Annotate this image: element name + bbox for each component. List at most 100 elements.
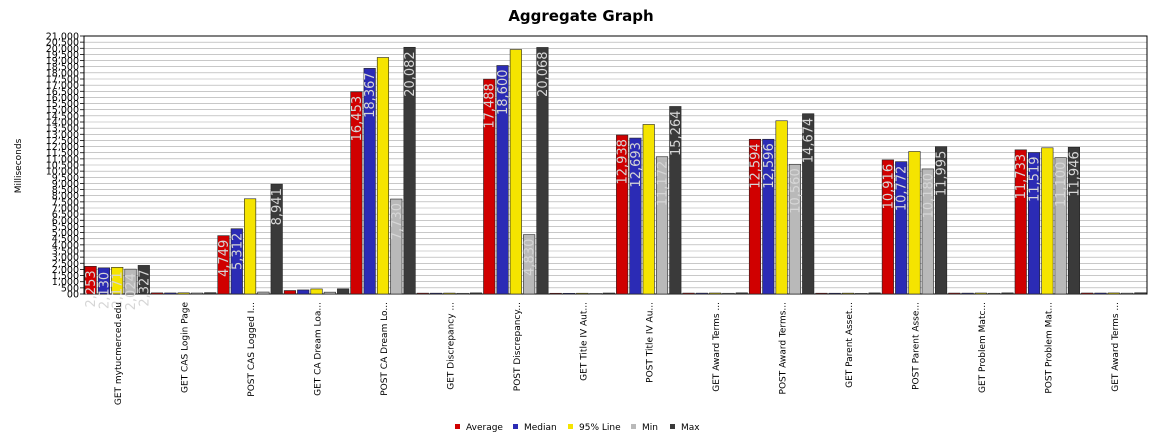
bar xyxy=(523,234,536,295)
x-tick-label: POST Discrepancy... xyxy=(513,302,523,391)
bar xyxy=(363,68,376,295)
bar xyxy=(323,291,336,295)
bar-value-label: 11,172 xyxy=(656,161,671,207)
bar xyxy=(244,198,257,295)
legend: Average Median 95% Line Min Max xyxy=(455,423,700,433)
y-tick-label: 4,000 xyxy=(52,240,79,251)
bar-value-label: 16,453 xyxy=(350,96,365,142)
bar-value-label: 17,488 xyxy=(483,83,498,129)
bar xyxy=(97,267,110,295)
bar xyxy=(576,292,589,295)
y-tick-label: 11,500 xyxy=(46,148,79,159)
bar xyxy=(655,156,669,295)
bar xyxy=(881,159,894,295)
bar xyxy=(1054,157,1067,295)
bar xyxy=(1001,292,1014,295)
bar-value-label: 11,519 xyxy=(1028,156,1043,202)
y-tick-label: 8,500 xyxy=(52,185,79,196)
bar xyxy=(283,290,296,295)
legend-label: Max xyxy=(681,423,700,433)
bar xyxy=(974,292,987,295)
y-tick-label: 5,500 xyxy=(52,222,79,233)
bar xyxy=(748,138,762,295)
y-tick-label: 11,000 xyxy=(46,154,79,165)
y-tick-label: 3,500 xyxy=(52,247,79,258)
bar xyxy=(177,292,190,295)
y-tick-label: 1,500 xyxy=(52,271,79,282)
y-tick-label: 15,500 xyxy=(46,99,79,110)
bar xyxy=(602,292,615,295)
bar xyxy=(390,198,403,295)
plot-border xyxy=(83,35,1148,295)
y-tick-label: 14,500 xyxy=(46,111,79,122)
bar xyxy=(1107,292,1120,295)
bar xyxy=(151,292,164,295)
y-tick-label: 12,000 xyxy=(46,142,79,153)
x-tick-label: POST Problem Mat... xyxy=(1044,302,1054,394)
y-tick-label: 2,000 xyxy=(52,265,79,276)
bar xyxy=(270,183,283,295)
y-tick-label: 20,500 xyxy=(46,38,79,49)
bar xyxy=(496,65,509,295)
x-tick-label: POST CAS Logged I... xyxy=(247,302,257,397)
bar xyxy=(762,138,775,295)
bar xyxy=(961,292,974,295)
y-tick-label: 17,000 xyxy=(46,81,79,92)
bar-value-label: 11,946 xyxy=(1067,151,1082,197)
bar-value-label: 7,730 xyxy=(390,203,405,240)
bar xyxy=(469,292,483,295)
y-tick-label: 17,500 xyxy=(46,75,79,86)
bar-value-label: 12,594 xyxy=(748,143,763,189)
y-tick-label: 8,000 xyxy=(52,191,79,202)
bar xyxy=(483,78,496,295)
bar xyxy=(921,168,934,295)
bar xyxy=(802,113,815,295)
bar xyxy=(722,292,735,295)
x-tick-label: POST Title IV Au... xyxy=(646,302,656,383)
bar xyxy=(137,265,150,295)
bar xyxy=(376,57,390,295)
bar xyxy=(841,292,855,295)
bar xyxy=(549,292,562,295)
y-tick-label: 12,500 xyxy=(46,136,79,147)
x-tick-label: GET Problem Matc... xyxy=(978,302,988,393)
y-tick-label: 15,000 xyxy=(46,105,79,116)
bar xyxy=(164,292,177,295)
bar-value-label: 18,600 xyxy=(496,69,511,115)
bar xyxy=(536,47,549,295)
bar xyxy=(84,266,97,295)
x-tick-label: POST Parent Asse... xyxy=(911,302,921,390)
y-tick-label: 5,000 xyxy=(52,228,79,239)
y-tick-label: 4,500 xyxy=(52,234,79,245)
bar xyxy=(1094,292,1107,295)
bar-value-label: 12,693 xyxy=(629,142,644,188)
legend-swatch xyxy=(513,424,518,429)
legend-swatch xyxy=(568,424,573,429)
bar xyxy=(709,292,722,295)
bar xyxy=(948,292,961,295)
y-tick-label: 13,500 xyxy=(46,124,79,135)
bar xyxy=(642,124,655,295)
bar xyxy=(416,292,429,295)
bar xyxy=(988,292,1001,295)
x-tick-label: GET Title IV Aut... xyxy=(579,302,589,381)
bar xyxy=(350,91,363,295)
y-tick-label: 18,000 xyxy=(46,68,79,79)
bar xyxy=(868,292,881,295)
bar xyxy=(788,163,801,295)
legend-swatch xyxy=(631,424,636,429)
x-tick-label: GET Discrepancy ... xyxy=(446,302,456,390)
legend-label: Average xyxy=(466,423,503,433)
bar-value-label: 18,367 xyxy=(363,72,378,118)
bar-value-label: 11,100 xyxy=(1054,162,1069,208)
x-tick-label: POST CA Dream Lo... xyxy=(380,302,390,396)
bar xyxy=(908,151,921,295)
x-tick-label: GET mytucmerced.edu xyxy=(114,302,124,405)
legend-label: Median xyxy=(524,423,557,433)
legend-swatch xyxy=(455,424,460,429)
bar xyxy=(695,292,708,295)
bar xyxy=(562,292,576,295)
y-tick-label: 14,000 xyxy=(46,118,79,129)
